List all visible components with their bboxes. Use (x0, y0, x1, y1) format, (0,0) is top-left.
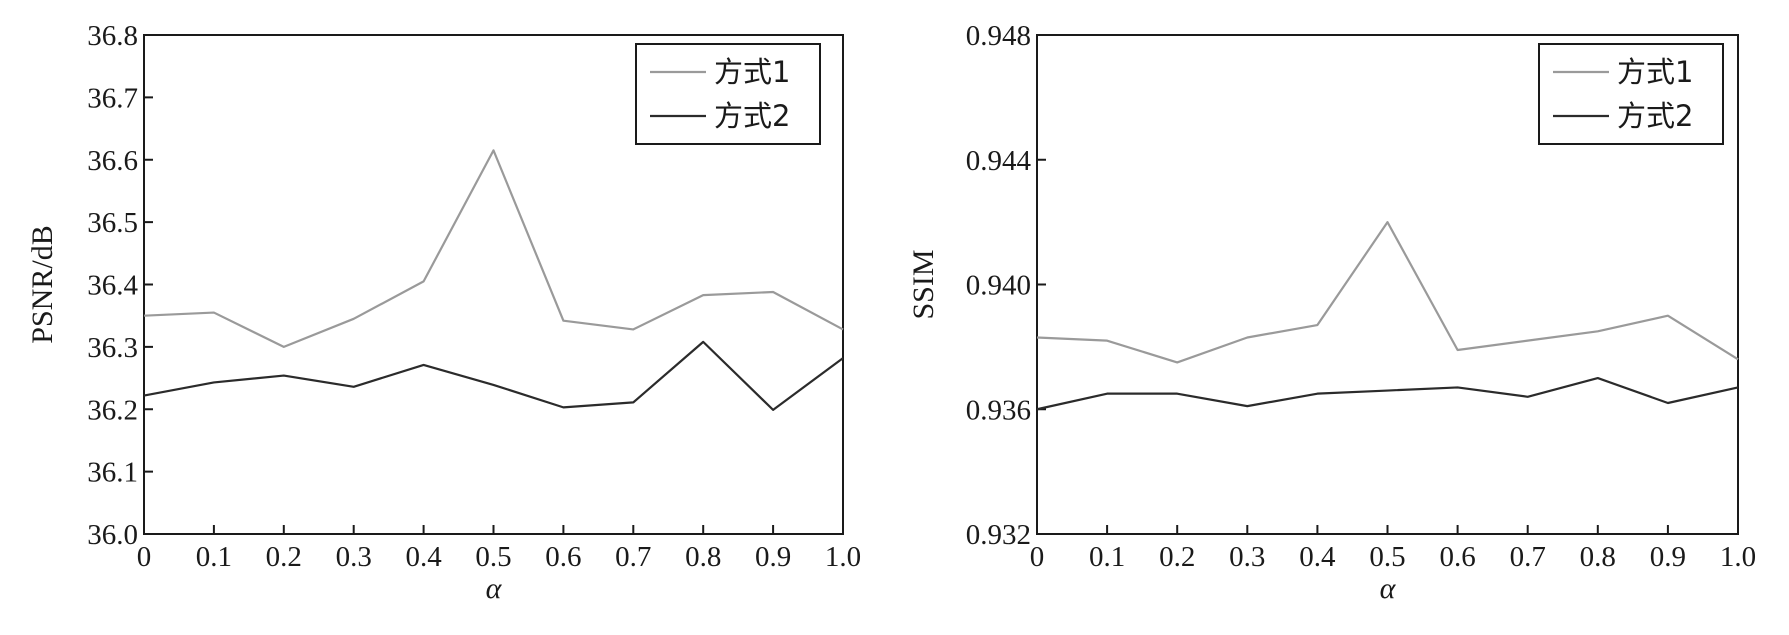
y-tick-label: 0.948 (966, 20, 1031, 52)
x-tick-label: 0.8 (685, 541, 721, 573)
x-tick-label: 0.2 (1159, 541, 1195, 573)
ssim-chart: 0 0.1 0.2 0.3 0.4 0.5 0.6 0.7 0.8 0.9 1.0 0.932 0.93… (907, 20, 1756, 605)
x-tick-label: 0.6 (545, 541, 581, 573)
x-tick-label: 1.0 (825, 541, 861, 573)
y-tick-label: 36.4 (87, 270, 138, 302)
y-tick-label: 36.2 (87, 394, 138, 426)
y-tick-label: 0.940 (966, 270, 1031, 302)
y-tick-label: 0.944 (966, 145, 1032, 177)
legend-label: 方式2 (714, 99, 790, 133)
y-tick-label: 36.7 (87, 82, 138, 114)
x-tick-label: 0.9 (1650, 541, 1686, 573)
psnr-chart: 0 0.1 0.2 0.3 0.4 0.5 0.6 0.7 0.8 0.9 1.0 36.0 36.1 3… (26, 20, 861, 605)
x-tick-label: 0.4 (1299, 541, 1336, 573)
x-tick-label: 0.2 (266, 541, 302, 573)
x-axis-label: α (486, 572, 503, 605)
x-tick-label: 0.7 (615, 541, 651, 573)
x-tick-label: 0.5 (475, 541, 511, 573)
series-line-1 (143, 149, 844, 348)
x-axis-label: α (1380, 572, 1397, 605)
x-tick-label: 0.6 (1439, 541, 1475, 573)
legend-box (1538, 43, 1724, 145)
x-tick-label: 0.3 (336, 541, 372, 573)
y-tick-label: 36.1 (87, 457, 138, 489)
x-tick-label: 0.3 (1229, 541, 1265, 573)
x-tick-label: 0.5 (1369, 541, 1405, 573)
series-line-2 (1036, 376, 1739, 411)
series-line-2 (143, 340, 844, 411)
y-axis-label: SSIM (907, 249, 940, 319)
x-tick-label: 0.8 (1580, 541, 1616, 573)
y-tick-label: 36.6 (87, 145, 138, 177)
y-tick-label: 36.5 (87, 207, 138, 239)
y-axis-label: PSNR/dB (26, 225, 59, 343)
y-tick-label: 36.8 (87, 20, 138, 52)
legend-label: 方式2 (1617, 99, 1693, 133)
legend-label: 方式1 (714, 55, 790, 89)
x-tick-label: 0.9 (755, 541, 791, 573)
x-tick-label: 1.0 (1720, 541, 1756, 573)
x-tick-label: 0.1 (196, 541, 232, 573)
legend-label: 方式1 (1617, 55, 1693, 89)
x-tick-label: 0.7 (1510, 541, 1546, 573)
x-tick-label: 0.4 (405, 541, 442, 573)
x-tick-label: 0 (137, 541, 152, 573)
legend-box (635, 43, 821, 145)
x-tick-label: 0 (1030, 541, 1045, 573)
y-tick-label: 36.3 (87, 332, 138, 364)
series-line-1 (1036, 221, 1739, 364)
x-tick-label: 0.1 (1089, 541, 1125, 573)
y-tick-label: 36.0 (87, 519, 138, 551)
y-tick-label: 0.936 (966, 394, 1031, 426)
y-tick-label: 0.932 (966, 519, 1031, 551)
